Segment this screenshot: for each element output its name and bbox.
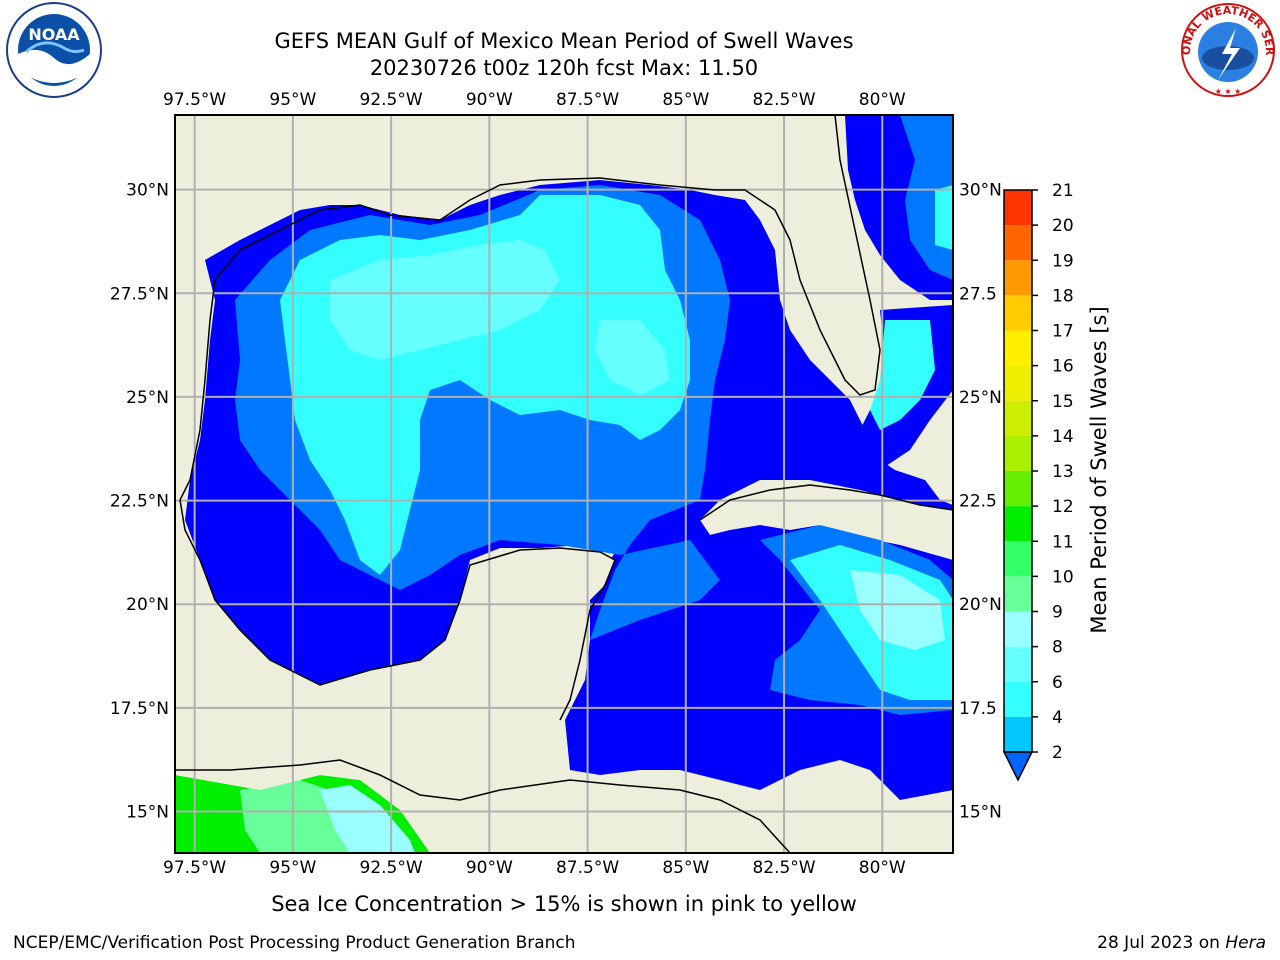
coastlines xyxy=(175,115,953,853)
credit-text: NCEP/EMC/Verification Post Processing Pr… xyxy=(13,933,576,953)
title-line-1: GEFS MEAN Gulf of Mexico Mean Period of … xyxy=(274,29,854,53)
colorbar-swatch xyxy=(1004,190,1032,226)
colorbar-swatch xyxy=(1004,716,1032,752)
lon-label-top: 80°W xyxy=(859,90,906,110)
colorbar-swatch xyxy=(1004,611,1032,647)
coastline-cuba xyxy=(699,484,953,521)
colorbar-swatch xyxy=(1004,681,1032,717)
lon-label-bottom: 95°W xyxy=(269,858,316,878)
lon-label-top: 85°W xyxy=(662,90,709,110)
graticule xyxy=(175,115,953,853)
colorbar: 2 4 6 8 9 10 11 12 13 14 15 16 17 18 19 20 21 xyxy=(1002,181,1074,782)
colorbar-swatch xyxy=(1004,541,1032,577)
gulf-light-cyan-2 xyxy=(595,320,670,395)
colorbar-tick-label: 10 xyxy=(1052,567,1074,587)
colorbar-tick-label: 19 xyxy=(1052,251,1074,271)
nws-logo: NATIONAL WEATHER SERVICE ★ ★ ★ xyxy=(1178,0,1276,97)
colorbar-swatch xyxy=(1004,225,1032,261)
lon-label-top: 87.5°W xyxy=(556,90,619,110)
colorbar-tick-label: 9 xyxy=(1052,603,1063,623)
bahamas-cyan xyxy=(870,320,935,430)
lon-label-top: 90°W xyxy=(466,90,513,110)
colorbar-tick-label: 11 xyxy=(1052,532,1074,552)
coastline-central-america xyxy=(175,759,791,853)
colorbar-tick-label: 16 xyxy=(1052,357,1074,377)
colorbar-swatch xyxy=(1004,330,1032,366)
colorbar-tick-label: 17 xyxy=(1052,322,1074,342)
colorbar-tick-label: 13 xyxy=(1052,462,1074,482)
colorbar-tick-label: 21 xyxy=(1052,181,1074,201)
title-line-2: 20230726 t00z 120h fcst Max: 11.50 xyxy=(369,56,759,80)
machine-name: Hera xyxy=(1225,933,1266,953)
colorbar-swatch xyxy=(1004,295,1032,331)
colorbar-tick-label: 15 xyxy=(1052,392,1074,412)
sea-ice-note: Sea Ice Concentration > 15% is shown in … xyxy=(271,892,857,916)
lat-label-left: 15°N xyxy=(126,803,169,823)
colorbar-tick-label: 6 xyxy=(1052,673,1063,693)
lon-label-bottom: 82.5°W xyxy=(752,858,815,878)
lon-label-bottom: 87.5°W xyxy=(556,858,619,878)
gulf-light-cyan xyxy=(330,240,560,360)
colorbar-swatch xyxy=(1004,400,1032,436)
lon-label-top: 92.5°W xyxy=(360,90,423,110)
colorbar-label: Mean Period of Swell Waves [s] xyxy=(1087,306,1111,633)
lon-label-bottom: 85°W xyxy=(662,858,709,878)
lon-label-bottom: 80°W xyxy=(859,858,906,878)
colorbar-swatch xyxy=(1004,260,1032,296)
florida-land xyxy=(715,115,880,395)
colorbar-tick-label: 2 xyxy=(1052,743,1063,763)
yucatan-land xyxy=(440,548,615,720)
lat-label-left: 27.5°N xyxy=(110,284,169,304)
lat-label-left: 25°N xyxy=(126,388,169,408)
central-america-land xyxy=(175,760,790,853)
date-stamp: 28 Jul 2023 on Hera xyxy=(1097,933,1266,953)
lat-label-left: 22.5°N xyxy=(110,492,169,512)
caribbean-light-cyan xyxy=(850,570,945,650)
lat-label-left: 20°N xyxy=(126,595,169,615)
colorbar-extend-arrow xyxy=(1002,751,1034,782)
colorbar-tick-label: 8 xyxy=(1052,638,1063,658)
axis-labels: 97.5°W 97.5°W 95°W 95°W 92.5°W 92.5°W 90°W 90°W… xyxy=(110,90,1002,878)
coastline-mexico xyxy=(179,499,616,721)
colorbar-swatch xyxy=(1004,576,1032,612)
colorbar-swatch xyxy=(1004,646,1032,682)
atlantic-cyan xyxy=(935,185,953,250)
map-plot-area xyxy=(175,115,953,853)
coastline-gulf xyxy=(179,115,881,501)
colorbar-swatch xyxy=(1004,471,1032,507)
map-frame xyxy=(174,114,954,854)
lat-label-right: 17.5 xyxy=(959,699,997,719)
noaa-logo-text: NOAA xyxy=(28,25,80,44)
colorbar-swatch xyxy=(1004,365,1032,401)
lon-label-bottom: 97.5°W xyxy=(163,858,226,878)
colorbar-swatch xyxy=(1004,506,1032,542)
lat-label-right: 20°N xyxy=(959,595,1002,615)
colorbar-tick-label: 4 xyxy=(1052,708,1063,728)
lat-label-right: 15°N xyxy=(959,803,1002,823)
colorbar-tick-label: 20 xyxy=(1052,216,1074,236)
lon-label-top: 97.5°W xyxy=(163,90,226,110)
colorbar-swatch xyxy=(1004,435,1032,471)
lat-label-right: 30°N xyxy=(959,181,1002,201)
colorbar-tick-label: 12 xyxy=(1052,497,1074,517)
lon-label-top: 82.5°W xyxy=(752,90,815,110)
lat-label-right: 25°N xyxy=(959,388,1002,408)
lon-label-bottom: 92.5°W xyxy=(360,858,423,878)
lat-label-right: 27.5 xyxy=(959,284,997,304)
svg-text:★ ★ ★: ★ ★ ★ xyxy=(1215,87,1242,96)
lat-label-left: 17.5°N xyxy=(110,699,169,719)
lat-label-left: 30°N xyxy=(126,181,169,201)
lon-label-top: 95°W xyxy=(269,90,316,110)
colorbar-tick-label: 18 xyxy=(1052,286,1074,306)
colorbar-tick-label: 14 xyxy=(1052,427,1074,447)
noaa-logo: NOAA xyxy=(6,2,102,98)
lon-label-bottom: 90°W xyxy=(466,858,513,878)
lat-label-right: 22.5 xyxy=(959,492,997,512)
date-text: 28 Jul 2023 on xyxy=(1097,933,1226,953)
